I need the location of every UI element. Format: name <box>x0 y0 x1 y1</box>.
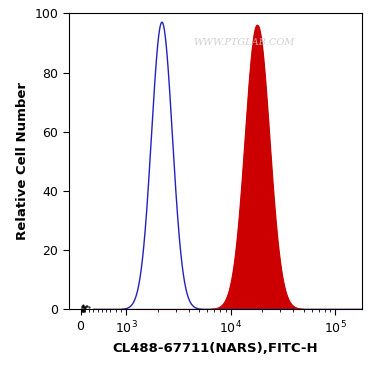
Y-axis label: Relative Cell Number: Relative Cell Number <box>16 82 29 240</box>
X-axis label: CL488-67711(NARS),FITC-H: CL488-67711(NARS),FITC-H <box>112 342 318 355</box>
Text: WWW.PTGLAB.COM: WWW.PTGLAB.COM <box>194 39 295 47</box>
